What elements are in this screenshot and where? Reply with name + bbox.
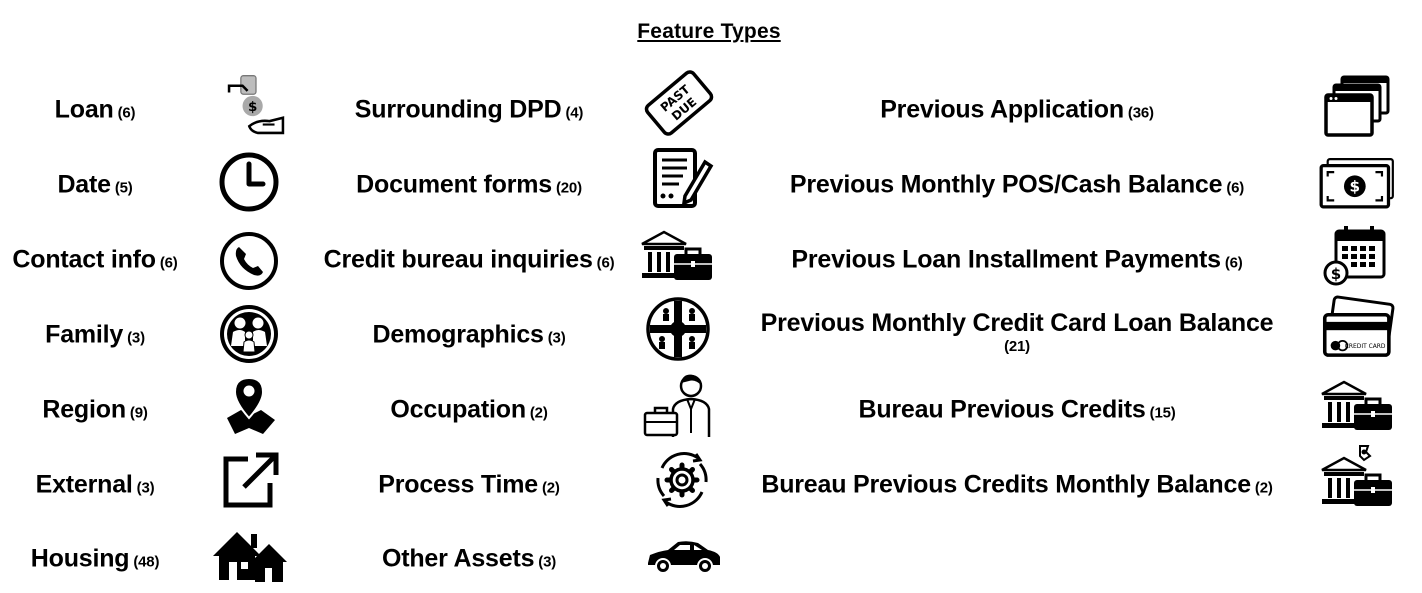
label-credit-bureau-inquiries: Credit bureau inquiries (6) <box>323 245 615 274</box>
clock-icon <box>211 150 287 214</box>
stacked-windows-icon <box>1319 75 1395 139</box>
label-process-time: Process Time (2) <box>378 470 560 499</box>
businessman-icon <box>643 373 719 437</box>
label-bureau-previous-credits-monthly-balance: Bureau Previous Credits Monthly Balance(… <box>761 470 1273 499</box>
label-previous-loan-installment-payments: Previous Loan Installment Payments (6) <box>791 245 1243 274</box>
houses-icon <box>211 524 287 588</box>
diagram-title: Feature Types <box>637 20 781 43</box>
label-document-forms: Document forms (20) <box>356 170 582 199</box>
label-family: Family (3) <box>45 320 145 349</box>
credit-cards-icon: CREDIT CARD <box>1320 295 1396 361</box>
gear-cycle-icon <box>644 448 720 512</box>
svg-text:$: $ <box>1350 178 1361 196</box>
label-bureau-previous-credits: Bureau Previous Credits (15) <box>858 395 1176 424</box>
bank-briefcase-icon <box>640 224 716 288</box>
bank-briefcase-money-icon <box>1320 444 1396 508</box>
svg-text:CREDIT CARD: CREDIT CARD <box>1345 343 1386 350</box>
svg-text:$: $ <box>248 99 257 115</box>
label-external: External (3) <box>35 470 155 499</box>
cash-bill-icon: $ <box>1319 151 1395 215</box>
loan-hand-money-icon: $ <box>218 74 294 138</box>
bank-briefcase-icon <box>1320 374 1396 438</box>
past-due-stamp-icon: PAST DUE <box>641 70 717 136</box>
document-pen-icon <box>643 146 719 210</box>
calendar-dollar-icon: $ <box>1318 223 1394 287</box>
svg-text:$: $ <box>1331 265 1341 283</box>
label-occupation: Occupation (2) <box>390 395 548 424</box>
external-link-icon <box>212 449 288 513</box>
label-housing: Housing (48) <box>30 544 160 573</box>
label-loan: Loan (6) <box>54 95 136 124</box>
label-other-assets: Other Assets (3) <box>381 544 557 573</box>
label-previous-monthly-pos-cash-balance: Previous Monthly POS/Cash Balance (6) <box>789 170 1245 199</box>
label-surrounding-dpd: Surrounding DPD (4) <box>354 95 584 124</box>
label-previous-monthly-credit-card-loan-balance: Previous Monthly Credit Card Loan Balanc… <box>760 309 1274 355</box>
people-network-icon <box>640 297 716 361</box>
label-date: Date (5) <box>57 170 133 199</box>
label-demographics: Demographics (3) <box>372 320 566 349</box>
car-icon <box>646 525 722 589</box>
label-previous-application: Previous Application (36) <box>880 95 1154 124</box>
phone-icon <box>211 229 287 293</box>
map-pin-icon <box>211 374 287 438</box>
family-icon <box>211 302 287 366</box>
label-contact-info: Contact info (6) <box>12 245 178 274</box>
label-region: Region (9) <box>42 395 148 424</box>
